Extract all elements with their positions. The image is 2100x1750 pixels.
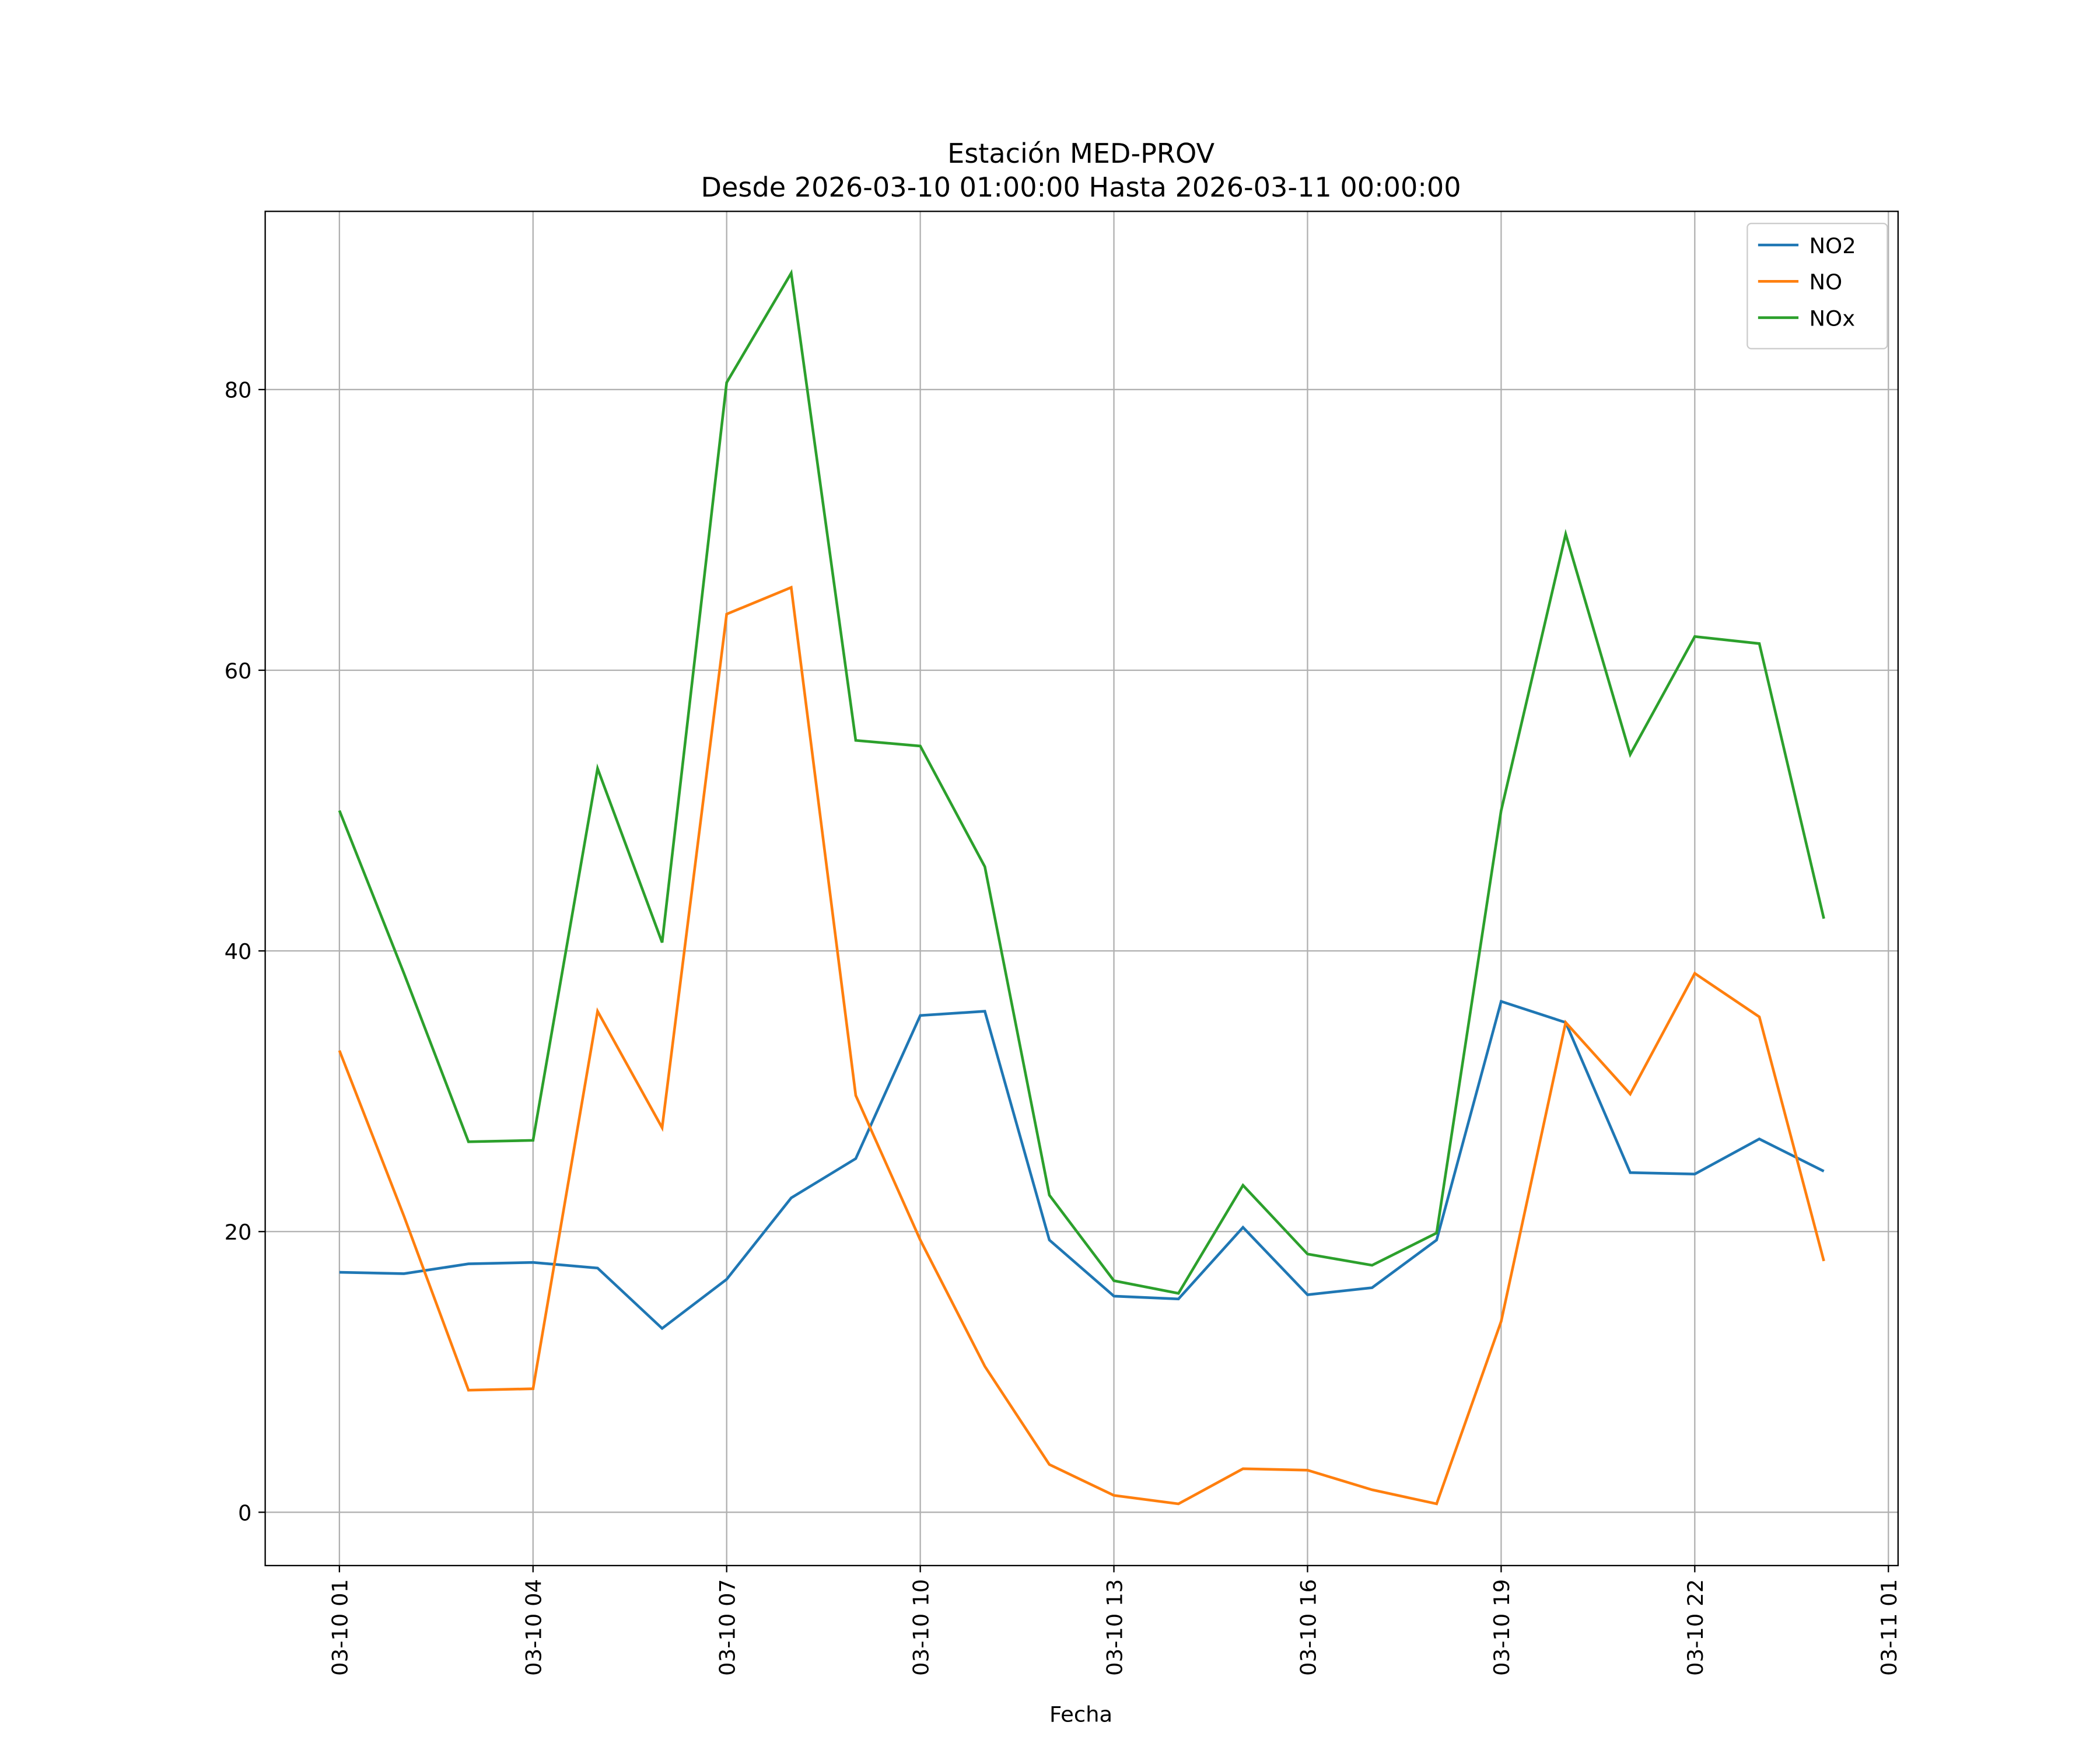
legend-label: NOx (1810, 306, 1856, 331)
x-tick-label: 03-10 10 (908, 1579, 933, 1676)
x-tick-label: 03-11 01 (1877, 1579, 1902, 1676)
y-tick-label: 80 (225, 378, 252, 403)
x-tick-label: 03-10 07 (715, 1579, 740, 1676)
x-tick-label: 03-10 13 (1102, 1579, 1127, 1676)
x-axis-label: Fecha (1049, 1702, 1112, 1727)
x-tick-label: 03-10 22 (1683, 1579, 1708, 1676)
y-tick-label: 60 (225, 659, 252, 684)
series-line (338, 585, 1825, 1506)
y-tick-label: 0 (238, 1500, 251, 1525)
series-line (338, 269, 1825, 1295)
x-tick-label: 03-10 19 (1489, 1579, 1514, 1676)
series-line (339, 999, 1825, 1331)
x-tick-label: 03-10 16 (1296, 1579, 1321, 1676)
chart-subtitle: Desde 2026-03-10 01:00:00 Hasta 2026-03-… (701, 172, 1461, 203)
chart-title: Estación MED-PROV (947, 138, 1214, 169)
legend-label: NO (1810, 270, 1843, 295)
y-tick-label: 20 (225, 1220, 252, 1245)
x-tick-label: 03-10 04 (522, 1579, 547, 1676)
x-tick-label: 03-10 01 (328, 1579, 353, 1676)
legend-label: NO2 (1810, 233, 1856, 258)
y-tick-label: 40 (225, 939, 252, 964)
plot-frame (264, 211, 1899, 1566)
